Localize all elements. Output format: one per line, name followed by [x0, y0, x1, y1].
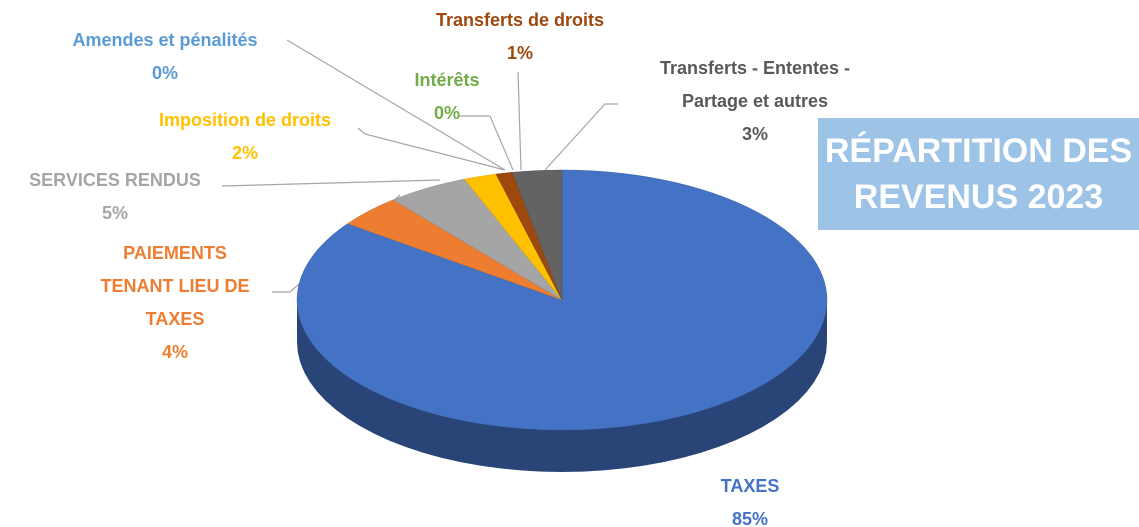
category-label: Intérêts: [414, 70, 480, 90]
leader-line: [221, 179, 441, 187]
category-label: TAXES: [720, 476, 780, 496]
value-label: 85%: [731, 509, 769, 527]
data-label: Intérêts 0%: [397, 64, 497, 130]
category-label: Amendes et pénalités: [72, 30, 258, 50]
data-label: Transferts - Ententes - Partage et autre…: [633, 52, 878, 151]
leader-line: [357, 127, 506, 171]
leader-line: [517, 71, 522, 171]
data-label: SERVICES RENDUS 5%: [5, 164, 225, 230]
pie-sides: [297, 300, 827, 472]
value-label: 2%: [231, 143, 258, 163]
category-label: Transferts - Ententes - Partage et autre…: [659, 58, 851, 111]
leader-line: [458, 115, 514, 171]
category-label: PAIEMENTS TENANT LIEU DE TAXES: [100, 243, 250, 329]
leader-lines: [221, 39, 618, 293]
value-label: 0%: [433, 103, 460, 123]
pie-top: [296, 169, 828, 431]
data-label: PAIEMENTS TENANT LIEU DE TAXES 4%: [93, 237, 258, 369]
category-label: SERVICES RENDUS: [29, 170, 201, 190]
chart-title: RÉPARTITION DES REVENUS 2023: [818, 118, 1139, 230]
value-label: 4%: [161, 342, 188, 362]
data-label: Amendes et pénalités 0%: [35, 24, 295, 90]
leader-line: [286, 39, 506, 171]
data-label: Imposition de droits 2%: [120, 104, 370, 170]
category-label: Imposition de droits: [158, 110, 331, 130]
category-label: Transferts de droits: [435, 10, 605, 30]
leader-line: [544, 103, 618, 171]
pie-side: [297, 300, 827, 472]
pie-slice: [511, 169, 563, 301]
data-label: TAXES 85%: [690, 470, 810, 527]
value-label: 5%: [101, 203, 128, 223]
value-label: 1%: [506, 43, 533, 63]
data-label: Transferts de droits 1%: [420, 4, 620, 70]
value-label: 0%: [151, 63, 178, 83]
value-label: 3%: [741, 124, 768, 144]
